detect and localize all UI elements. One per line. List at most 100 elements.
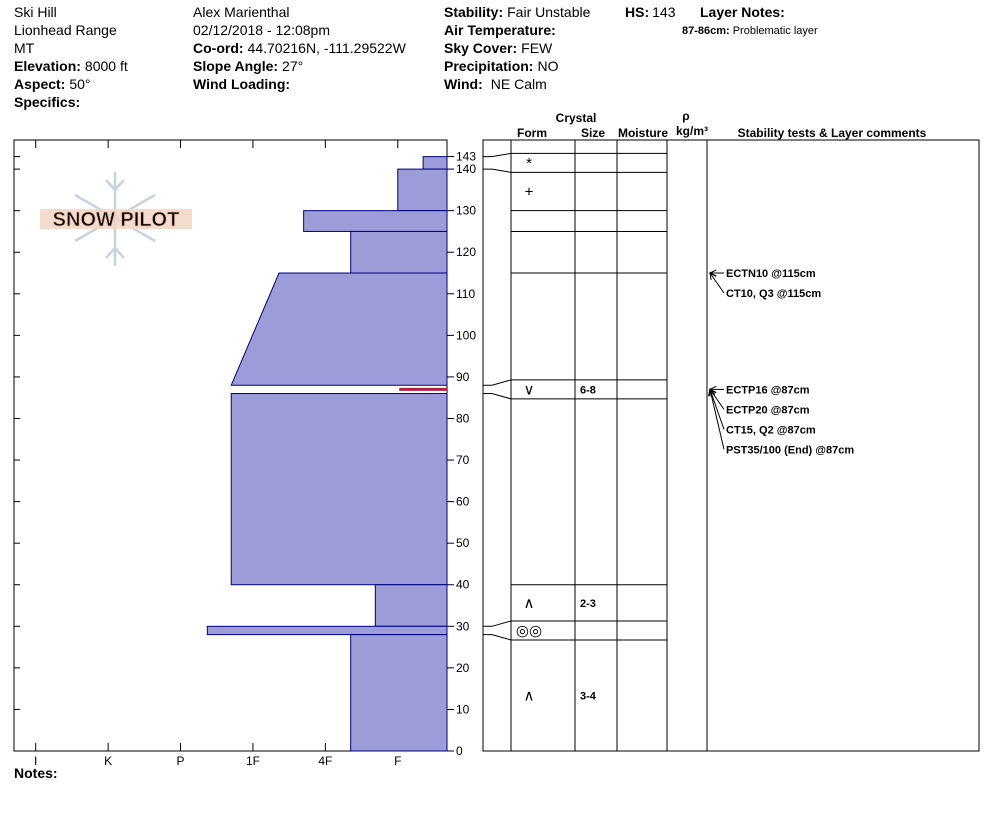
layer xyxy=(206,625,448,636)
depth-tick-label: 100 xyxy=(456,328,476,342)
wind-loading-label: Wind Loading: xyxy=(193,76,290,92)
hardness-tick-label: F xyxy=(394,754,401,768)
depth-tick-label: 130 xyxy=(456,204,476,218)
boundary-connector xyxy=(483,634,512,641)
label: Wind: xyxy=(444,76,483,92)
label: HS: xyxy=(625,4,649,20)
datetime: 02/12/2018 - 12:08pm xyxy=(193,22,330,38)
layer-frame xyxy=(482,139,980,752)
specifics-label: Specifics: xyxy=(14,94,80,110)
depth-tick-label: 143 xyxy=(456,150,476,164)
hardness-tick-label: 1F xyxy=(246,754,260,768)
col-header: Stability tests & Layer comments xyxy=(738,126,927,140)
col-header: Crystal xyxy=(556,111,597,125)
boundary-connector xyxy=(483,152,512,158)
stability-test: ECTP16 @87cm xyxy=(726,384,810,396)
grain-size: 6-8 xyxy=(580,384,596,396)
label: Slope Angle: xyxy=(193,58,278,74)
depth-tick-label: 140 xyxy=(456,162,476,176)
depth-tick-label: 60 xyxy=(456,495,470,509)
column-lines xyxy=(510,140,708,751)
coord: Co-ord: 44.70216N, -111.29522W xyxy=(193,40,407,56)
test-arrowhead xyxy=(707,388,715,397)
depth-tick-label: 10 xyxy=(456,702,470,716)
label: Stability: xyxy=(444,4,503,20)
grain-form: ◎◎ xyxy=(516,622,542,639)
col-header: Size xyxy=(581,126,605,140)
test-arrow xyxy=(709,272,725,294)
value: 50° xyxy=(69,76,90,92)
logo-band xyxy=(40,209,192,229)
layer xyxy=(230,272,448,386)
hardness-tick-label: K xyxy=(104,754,112,768)
label: Aspect: xyxy=(14,76,65,92)
notes-label: Notes: xyxy=(14,765,58,781)
layer xyxy=(422,156,448,170)
col-header: kg/m³ xyxy=(676,124,708,138)
stability-test: CT15, Q2 @87cm xyxy=(726,424,816,436)
value: FEW xyxy=(521,40,553,56)
sky: Sky Cover: FEW xyxy=(444,40,553,56)
col-header: Form xyxy=(517,126,547,140)
boundary-connector xyxy=(483,379,512,386)
depth-tick-label: 40 xyxy=(456,578,470,592)
layer-notes-label: Layer Notes: xyxy=(700,4,785,20)
label: Elevation: xyxy=(14,58,81,74)
note-text: Problematic layer xyxy=(733,25,818,37)
test-arrowhead xyxy=(709,272,717,280)
wind: Wind: NE Calm xyxy=(444,76,547,92)
logo-text: SNOW PILOT xyxy=(53,209,180,231)
value: 27° xyxy=(282,58,303,74)
hardness-tick-label: I xyxy=(34,754,37,768)
depth-tick-label: 120 xyxy=(456,245,476,259)
grain-form: ∧ xyxy=(524,595,535,612)
value: NE Calm xyxy=(491,76,547,92)
value: 143 xyxy=(652,4,676,20)
test-arrow xyxy=(709,389,725,450)
value: 44.70216N, -111.29522W xyxy=(248,40,407,56)
test-arrow xyxy=(709,389,725,430)
depth-tick-label: 80 xyxy=(456,411,470,425)
air-temp-label: Air Temperature: xyxy=(444,22,556,38)
label: Precipitation: xyxy=(444,58,533,74)
grain-size: 2-3 xyxy=(580,598,596,610)
grain-form: ∧ xyxy=(524,687,535,704)
boundary-connector xyxy=(483,168,512,173)
precip: Precipitation: NO xyxy=(444,58,559,74)
elevation: Elevation: 8000 ft xyxy=(14,58,128,74)
note-range: 87-86cm: xyxy=(682,25,730,37)
state: MT xyxy=(14,40,35,56)
boundary-connector xyxy=(483,620,512,627)
aspect: Aspect: 50° xyxy=(14,76,91,92)
depth-tick-label: 0 xyxy=(456,744,463,758)
layer xyxy=(303,210,448,232)
grain-size: 3-4 xyxy=(580,690,597,702)
layer xyxy=(374,584,448,627)
grain-form: + xyxy=(525,184,534,201)
depth-tick-label: 90 xyxy=(456,370,470,384)
site: Ski Hill xyxy=(14,4,57,20)
col-header: ρ xyxy=(682,109,689,123)
hardness-tick-label: 4F xyxy=(318,754,332,768)
stability-test: CT10, Q3 @115cm xyxy=(726,288,821,300)
layer-note: 87-86cm: Problematic layer xyxy=(682,25,818,37)
value: 8000 ft xyxy=(85,58,128,74)
stability: Stability: Fair Unstable xyxy=(444,4,591,20)
hs: HS: 143 xyxy=(625,4,676,20)
value: NO xyxy=(537,58,558,74)
stability-test: ECTP20 @87cm xyxy=(726,404,810,416)
grain-form: * xyxy=(526,155,532,172)
observer: Alex Marienthal xyxy=(193,4,290,20)
depth-tick-label: 30 xyxy=(456,619,470,633)
label: Sky Cover: xyxy=(444,40,517,56)
col-header: Moisture xyxy=(618,126,668,140)
layer xyxy=(397,168,448,212)
hardness-tick-label: P xyxy=(177,754,185,768)
layer xyxy=(350,230,448,274)
label: Co-ord: xyxy=(193,40,244,56)
depth-tick-label: 110 xyxy=(456,287,475,301)
boundary-connector xyxy=(483,393,512,400)
depth-tick-label: 20 xyxy=(456,661,470,675)
range: Lionhead Range xyxy=(14,22,117,38)
